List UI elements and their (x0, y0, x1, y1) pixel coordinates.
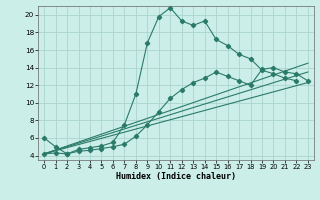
X-axis label: Humidex (Indice chaleur): Humidex (Indice chaleur) (116, 172, 236, 181)
